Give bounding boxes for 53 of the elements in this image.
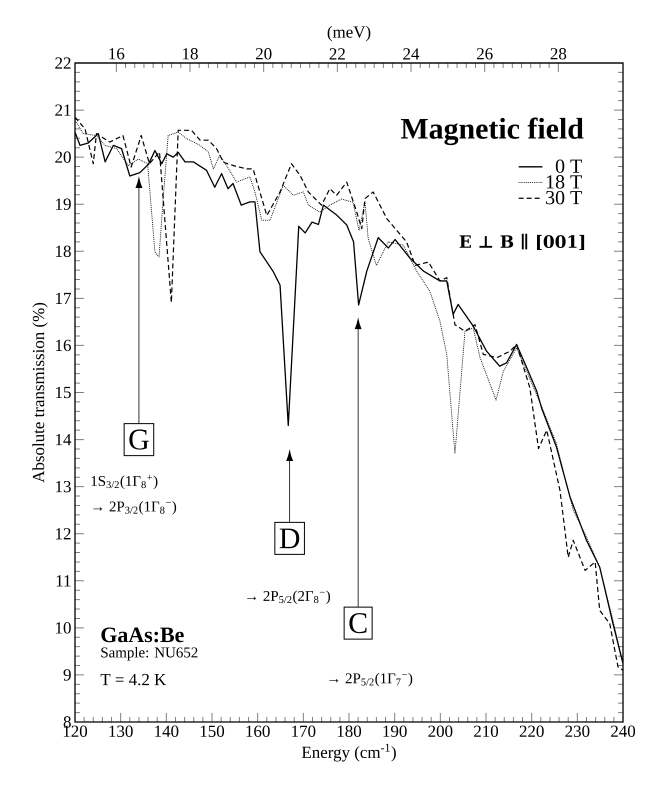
y-tick-label: 18 (56, 246, 71, 257)
x-tick-label: 180 (338, 726, 362, 737)
annotation: E ⊥ B ∥ [001] (460, 234, 584, 250)
annotation: 1S$_{3/2}$(1Γ$_{8}$$^{+}$) (92, 474, 158, 490)
annotation: → 2P$_{5/2}$(1Γ$_{7}$$^{−}$) (329, 672, 412, 686)
y-axis-title: Absolute transmission (%) (32, 302, 48, 483)
x-tick-label: 230 (565, 726, 590, 737)
y-tick-label: 16 (56, 340, 71, 352)
x-tick-label: 240 (611, 726, 636, 737)
x-tick-label: 150 (200, 726, 224, 737)
x-axis-title: Energy (cm$^{-1}$) (302, 744, 396, 762)
legend-label: 0 T (556, 159, 582, 173)
legend-label: 30 T (546, 190, 582, 204)
y-tick-label: 11 (56, 575, 70, 586)
y-tick-label: 10 (56, 622, 71, 634)
annotation: Sample: NU652 (101, 646, 198, 661)
annotation: GaAs:Be (101, 628, 184, 642)
x2-tick-label: 22 (330, 48, 345, 60)
y-tick-label: 13 (56, 480, 71, 492)
annotation: D (280, 528, 300, 548)
y-tick-label: 8 (64, 716, 71, 728)
legend-title: Magnetic field (400, 118, 584, 146)
x2-tick-label: 18 (183, 48, 198, 60)
y-tick-label: 19 (56, 198, 71, 210)
x2-tick-label: 20 (256, 48, 272, 60)
x-tick-label: 210 (474, 726, 498, 737)
annotation: → 2P$_{3/2}$(1Γ$_{8}$$^{−}$) (93, 501, 176, 515)
x-tick-label: 120 (64, 726, 88, 737)
annotation: G (129, 430, 149, 450)
y-tick-label: 22 (55, 57, 71, 69)
legend-label: 18 T (546, 175, 582, 189)
y-tick-label: 17 (56, 292, 71, 304)
x2-tick-label: 26 (476, 48, 493, 60)
annotation: → 2P$_{5/2}$(2Γ$_{8}$$^{−}$) (247, 590, 330, 604)
x-tick-label: 130 (109, 726, 133, 737)
x2-axis-title: (meV) (328, 26, 370, 42)
x-tick-label: 220 (520, 726, 544, 737)
x-tick-label: 190 (383, 726, 407, 737)
annotation: T = 4.2 K (100, 674, 166, 686)
x2-tick-label: 24 (403, 48, 420, 60)
x-tick-label: 160 (246, 726, 270, 737)
y-tick-label: 21 (55, 104, 70, 116)
y-tick-label: 14 (56, 434, 72, 446)
x-tick-label: 170 (292, 726, 316, 737)
y-tick-label: 20 (55, 151, 71, 163)
x2-tick-label: 16 (109, 48, 124, 60)
x-tick-label: 140 (155, 726, 178, 737)
x-tick-label: 200 (428, 726, 452, 737)
y-tick-label: 9 (64, 669, 71, 681)
x2-tick-label: 28 (550, 48, 566, 60)
y-tick-label: 12 (56, 528, 71, 540)
annotation: C (349, 613, 366, 634)
y-tick-label: 15 (56, 386, 71, 398)
